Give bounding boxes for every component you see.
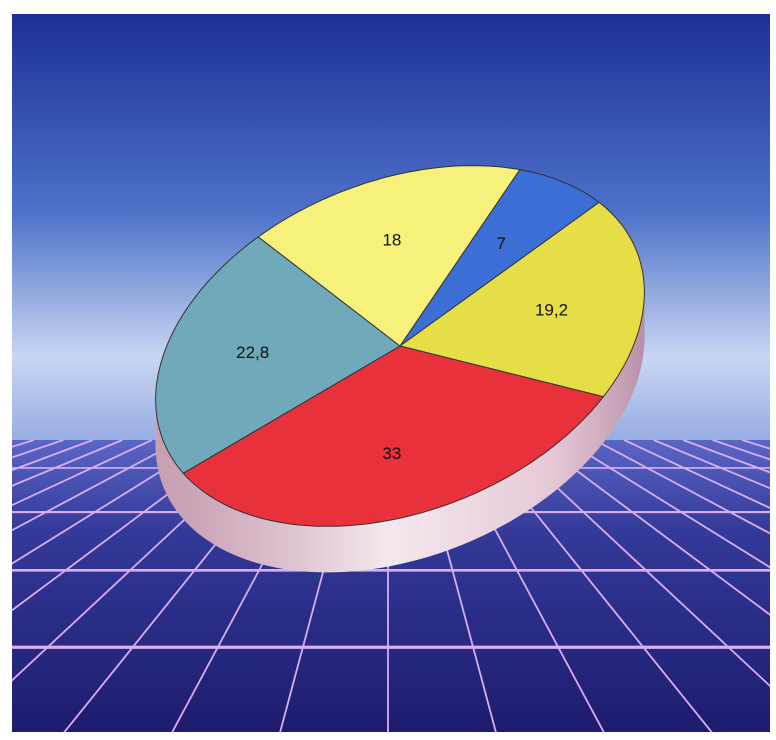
slice-label: 18 — [382, 231, 401, 250]
grid-line-v — [623, 439, 770, 509]
grid-line-v — [12, 439, 153, 507]
pie-slice — [155, 236, 401, 474]
grid-line-v — [0, 440, 4, 740]
grid-line-v — [564, 439, 770, 569]
grid-line-v — [535, 439, 770, 616]
pie-slice — [398, 201, 645, 398]
pie: 7 19,2 33 22,8 18 — [155, 165, 645, 573]
grid-line-v — [594, 439, 770, 535]
grid-line-v — [772, 440, 776, 740]
slice-label: 19,2 — [535, 301, 568, 320]
grid-line-v — [12, 439, 212, 565]
slice-label: 7 — [497, 234, 506, 253]
slice-label: 33 — [382, 444, 401, 463]
grid-line-v — [12, 439, 182, 532]
grid-line-v — [505, 439, 770, 688]
slice-label: 22,8 — [236, 343, 269, 362]
pie-slice — [182, 345, 605, 527]
pie-slice — [257, 165, 521, 347]
pie-slice — [399, 169, 600, 347]
